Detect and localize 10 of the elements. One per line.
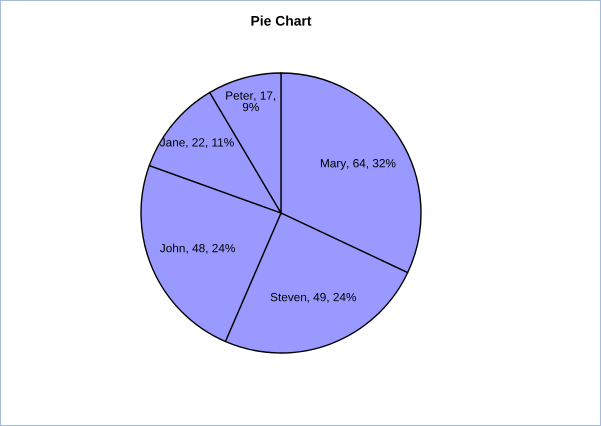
slice-label: Peter bbox=[226, 91, 254, 100]
slice-label: Mary bbox=[320, 159, 346, 170]
slice-label: Steven bbox=[270, 292, 306, 302]
slice-label: Jane bbox=[160, 138, 185, 147]
slice-label: John bbox=[160, 244, 185, 252]
data-label: , 49, 24% bbox=[308, 292, 356, 303]
data-label: , 22, 11% bbox=[186, 138, 234, 148]
data-label: , 64, 32% bbox=[347, 159, 396, 169]
data-label: , 48, 24% bbox=[186, 244, 236, 254]
chart-title: Pie Chart bbox=[251, 16, 312, 26]
